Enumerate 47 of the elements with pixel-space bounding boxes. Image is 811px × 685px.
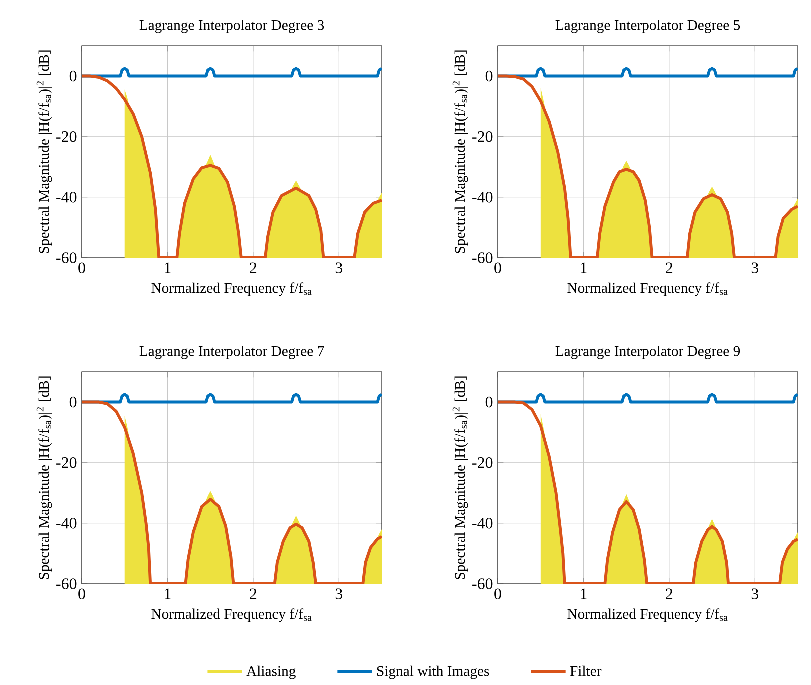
y-tick-label: -40 [56,518,77,529]
y-axis-title: Spectral Magnitude |H(f/f$_{sa}$)|$^{2}$ [dB] [36,376,52,580]
x-tick-label: 2 [250,588,257,600]
y-axis-title: Spectral Magnitude |H(f/f$_{sa}$)|$^{2}$ [dB] [452,50,468,254]
chart-title: Lagrange Interpolator Degree 5 [556,20,740,34]
legend-label: Aliasing [246,666,296,680]
y-tick-label: 0 [70,70,77,82]
x-axis-title: Normalized Frequency f/f$_{sa}$ [568,282,728,296]
x-tick-label: 0 [78,262,86,274]
y-tick-label: 0 [70,396,77,408]
y-tick-label: -60 [472,252,493,264]
x-tick-label: 0 [78,588,86,600]
y-tick-label: -40 [472,192,493,203]
y-tick-label: -40 [472,518,493,529]
x-tick-label: 1 [581,588,587,600]
x-tick-label: 0 [494,588,502,600]
y-tick-label: -20 [56,457,77,468]
x-tick-label: 2 [666,262,673,274]
x-tick-label: 0 [494,262,502,274]
y-axis-title: Spectral Magnitude |H(f/f$_{sa}$)|$^{2}$ [dB] [452,376,468,580]
y-tick-label: 0 [486,70,493,82]
x-tick-label: 3 [752,262,759,274]
x-axis-title: Normalized Frequency f/f$_{sa}$ [152,282,312,296]
y-tick-label: -40 [56,192,77,203]
y-tick-label: -20 [472,131,493,142]
x-axis-title: Normalized Frequency f/f$_{sa}$ [568,608,728,622]
x-tick-label: 3 [752,588,759,600]
y-tick-label: 0 [486,396,493,408]
x-tick-label: 2 [250,262,257,274]
y-tick-label: -60 [56,578,77,590]
chart-title: Lagrange Interpolator Degree 9 [556,346,740,360]
y-tick-label: -20 [472,457,493,468]
x-axis-title: Normalized Frequency f/f$_{sa}$ [152,608,312,622]
x-tick-label: 1 [165,588,171,600]
y-tick-label: -20 [56,131,77,142]
legend-label: Signal with Images [377,666,490,680]
x-tick-label: 1 [165,262,171,274]
x-tick-label: 3 [336,262,343,274]
chart-title: Lagrange Interpolator Degree 7 [140,346,324,360]
x-tick-label: 2 [666,588,673,600]
legend-label: Filter [570,666,602,676]
y-axis-title: Spectral Magnitude |H(f/f$_{sa}$)|$^{2}$ [dB] [36,50,52,254]
x-tick-label: 1 [581,262,587,274]
chart-title: Lagrange Interpolator Degree 3 [140,20,324,34]
x-tick-label: 3 [336,588,343,600]
y-tick-label: -60 [472,578,493,590]
y-tick-label: -60 [56,252,77,264]
